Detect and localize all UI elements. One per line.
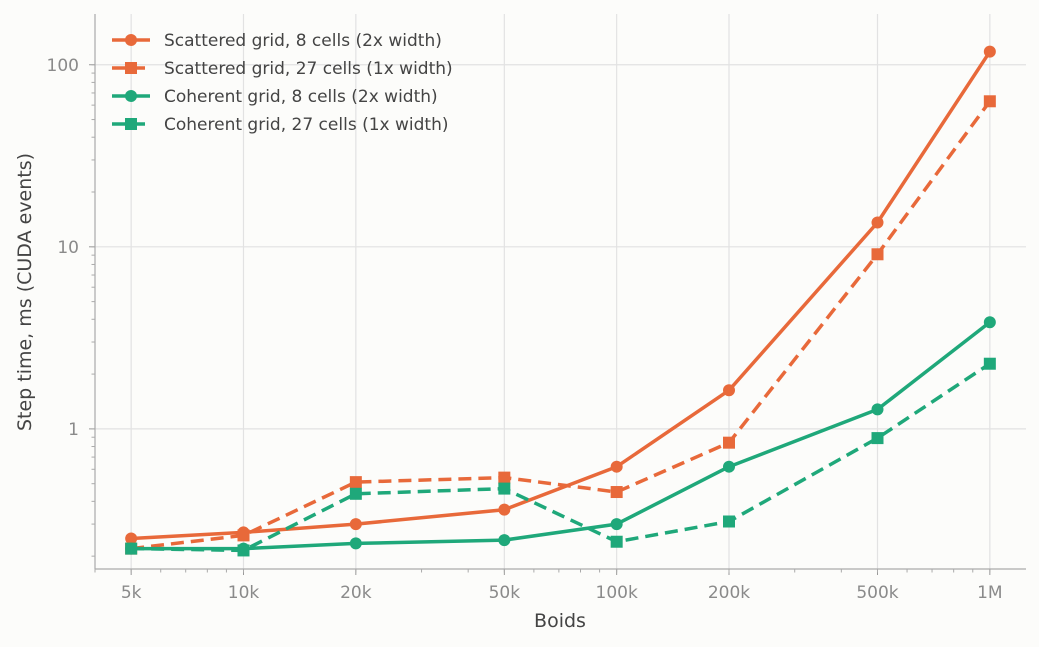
- y-tick-label: 100: [47, 56, 79, 76]
- legend-label: Coherent grid, 8 cells (2x width): [164, 87, 438, 107]
- data-point: [498, 503, 511, 516]
- data-point: [237, 544, 250, 557]
- data-point: [723, 384, 736, 397]
- y-axis-ticks: 1 10 100: [47, 56, 95, 557]
- data-point: [237, 529, 250, 542]
- axes: [94, 14, 1026, 570]
- x-tick-label: 100k: [596, 583, 638, 603]
- data-point: [610, 460, 623, 473]
- data-point: [125, 542, 138, 555]
- x-tick-label: 5k: [121, 583, 142, 603]
- legend-label: Scattered grid, 27 cells (1x width): [164, 59, 453, 79]
- series-group: [125, 45, 996, 557]
- legend-marker: [125, 90, 137, 102]
- data-point: [610, 518, 623, 531]
- x-tick-label: 500k: [856, 583, 898, 603]
- legend-entry-4: Coherent grid, 27 cells (1x width): [112, 115, 448, 135]
- data-point: [125, 532, 138, 545]
- data-point: [610, 486, 623, 499]
- data-point: [349, 476, 362, 489]
- data-point: [723, 515, 736, 528]
- data-point: [498, 534, 511, 547]
- series-4: [125, 357, 996, 557]
- legend-marker: [125, 62, 137, 74]
- x-tick-label: 1M: [977, 583, 1002, 603]
- data-point: [983, 45, 996, 58]
- legend-label: Scattered grid, 8 cells (2x width): [164, 31, 442, 51]
- data-point: [871, 403, 884, 416]
- data-point: [349, 518, 362, 531]
- x-axis-label: Boids: [534, 610, 586, 632]
- legend: Scattered grid, 8 cells (2x width) Scatte…: [112, 31, 453, 135]
- data-point: [723, 436, 736, 449]
- data-point: [349, 487, 362, 500]
- legend-marker: [125, 118, 137, 130]
- x-axis-ticks: 5k 10k 20k 50k 100k 200k 500k 1M: [94, 569, 1003, 603]
- series-line: [130, 100, 992, 551]
- plot-area: [95, 14, 1026, 569]
- data-point: [871, 248, 884, 261]
- y-axis-label: Step time, ms (CUDA events): [14, 153, 36, 431]
- x-tick-label: 200k: [708, 583, 750, 603]
- data-point: [498, 482, 511, 495]
- x-tick-label: 10k: [228, 583, 260, 603]
- data-point: [871, 432, 884, 445]
- x-tick-label: 20k: [340, 583, 372, 603]
- legend-entry-1: Scattered grid, 8 cells (2x width): [112, 31, 442, 51]
- legend-marker: [125, 34, 137, 46]
- y-tick-label: 1: [68, 420, 79, 440]
- data-point: [983, 316, 996, 329]
- data-point: [610, 535, 623, 548]
- legend-entry-3: Coherent grid, 8 cells (2x width): [112, 87, 438, 107]
- legend-entry-2: Scattered grid, 27 cells (1x width): [112, 59, 453, 79]
- y-tick-label: 10: [57, 238, 79, 258]
- data-point: [983, 357, 996, 370]
- data-point: [871, 216, 884, 229]
- data-point: [498, 471, 511, 484]
- series-1: [125, 45, 996, 545]
- series-line: [131, 362, 991, 553]
- data-point: [723, 460, 736, 473]
- series-line: [131, 50, 992, 541]
- legend-label: Coherent grid, 27 cells (1x width): [164, 115, 448, 135]
- x-tick-label: 50k: [489, 583, 521, 603]
- data-point: [349, 537, 362, 550]
- series-line: [131, 320, 991, 551]
- data-point: [983, 95, 996, 108]
